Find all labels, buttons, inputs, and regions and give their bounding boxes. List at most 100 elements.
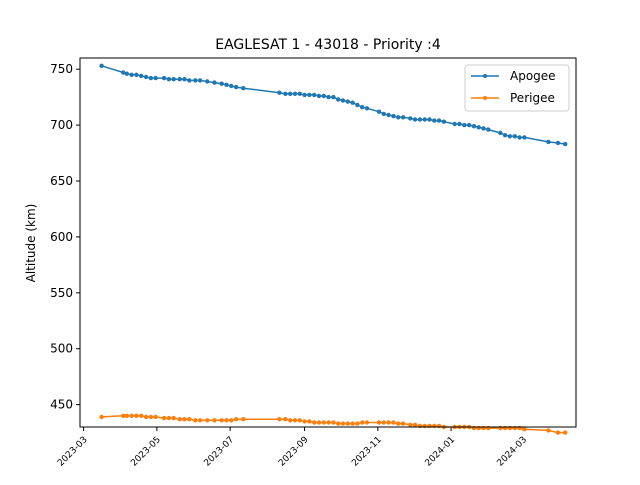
data-point-perigee — [171, 415, 176, 421]
data-point-apogee — [241, 86, 246, 91]
legend-label-apogee: Apogee — [510, 69, 556, 83]
data-point-perigee — [241, 417, 246, 422]
data-point-apogee — [187, 78, 192, 83]
data-point-perigee — [312, 420, 317, 425]
data-point-perigee — [336, 421, 341, 426]
data-point-apogee — [302, 92, 307, 98]
data-point-perigee — [292, 418, 298, 423]
data-point-apogee — [161, 75, 167, 81]
data-point-apogee — [486, 127, 491, 132]
data-point-perigee — [205, 418, 210, 423]
legend-marker-perigee — [483, 96, 487, 100]
data-point-perigee — [212, 418, 217, 423]
data-point-perigee — [139, 413, 144, 418]
data-point-perigee — [153, 414, 158, 420]
data-point-perigee — [197, 418, 203, 423]
data-point-perigee — [182, 417, 187, 422]
data-point-perigee — [224, 418, 229, 423]
y-axis-label: Altitude (km) — [24, 204, 38, 283]
data-point-perigee — [129, 413, 134, 418]
data-point-perigee — [331, 420, 336, 425]
data-point-apogee — [471, 124, 477, 129]
data-point-apogee — [177, 77, 182, 82]
data-point-apogee — [502, 133, 508, 138]
data-point-apogee — [466, 122, 472, 128]
data-point-apogee — [452, 121, 457, 127]
data-point-apogee — [229, 83, 234, 89]
data-point-apogee — [316, 93, 322, 99]
data-point-perigee — [283, 417, 288, 422]
data-point-apogee — [205, 79, 210, 84]
data-point-apogee — [563, 141, 568, 147]
data-point-apogee — [360, 105, 365, 110]
data-point-apogee — [197, 78, 203, 83]
y-tick-label: 700 — [50, 118, 73, 132]
data-point-apogee — [462, 122, 467, 128]
data-point-perigee — [316, 420, 322, 425]
data-point-apogee — [283, 91, 288, 97]
data-point-perigee — [233, 417, 239, 422]
data-point-apogee — [224, 82, 229, 88]
data-point-apogee — [99, 63, 104, 68]
data-point-apogee — [350, 100, 355, 105]
chart-title: EAGLESAT 1 - 43018 - Priority :4 — [215, 37, 441, 53]
data-point-perigee — [277, 417, 282, 422]
data-point-perigee — [134, 413, 139, 418]
data-point-apogee — [219, 81, 224, 86]
data-point-apogee — [312, 92, 317, 98]
data-point-apogee — [139, 73, 144, 79]
data-point-perigee — [124, 413, 129, 418]
data-point-apogee — [386, 112, 391, 118]
data-point-apogee — [546, 139, 551, 145]
data-point-apogee — [476, 125, 481, 130]
data-point-apogee — [307, 92, 312, 98]
data-point-perigee — [364, 420, 370, 425]
data-point-perigee — [412, 422, 418, 427]
data-point-perigee — [408, 422, 413, 427]
data-point-apogee — [507, 134, 513, 139]
y-tick-label: 450 — [50, 398, 73, 412]
data-point-apogee — [355, 102, 360, 108]
y-tick-label: 550 — [50, 286, 73, 300]
data-point-apogee — [427, 117, 432, 122]
data-point-apogee — [441, 119, 447, 124]
data-point-perigee — [350, 421, 355, 426]
data-point-apogee — [321, 93, 326, 99]
data-point-apogee — [517, 135, 522, 140]
data-point-apogee — [193, 78, 198, 83]
y-tick-label: 600 — [50, 230, 73, 244]
data-point-perigee — [143, 414, 149, 420]
data-point-apogee — [391, 113, 396, 119]
data-point-apogee — [400, 115, 406, 120]
data-point-perigee — [396, 421, 401, 426]
data-point-apogee — [166, 77, 172, 82]
series-layer — [99, 63, 568, 435]
data-point-perigee — [360, 420, 365, 425]
data-point-apogee — [436, 118, 442, 123]
data-point-apogee — [171, 77, 176, 82]
data-point-perigee — [376, 420, 382, 425]
data-point-perigee — [187, 417, 192, 422]
legend-label-perigee: Perigee — [510, 91, 555, 105]
data-point-apogee — [408, 116, 413, 121]
data-point-apogee — [297, 91, 302, 97]
data-point-apogee — [292, 91, 298, 97]
data-point-apogee — [288, 91, 293, 97]
data-point-apogee — [326, 94, 331, 100]
data-point-perigee — [546, 428, 551, 433]
y-tick-label: 650 — [50, 174, 73, 188]
data-point-perigee — [307, 419, 312, 424]
data-point-perigee — [345, 421, 350, 426]
data-point-perigee — [355, 421, 360, 426]
data-point-perigee — [340, 421, 346, 426]
data-point-apogee — [432, 118, 437, 123]
data-point-apogee — [212, 80, 217, 85]
data-point-perigee — [297, 418, 302, 423]
data-point-apogee — [417, 117, 423, 122]
data-point-perigee — [229, 418, 234, 423]
data-point-apogee — [555, 140, 561, 146]
data-point-perigee — [563, 430, 568, 435]
data-point-perigee — [219, 418, 224, 423]
y-tick-label: 750 — [50, 62, 73, 76]
data-point-perigee — [302, 419, 307, 424]
